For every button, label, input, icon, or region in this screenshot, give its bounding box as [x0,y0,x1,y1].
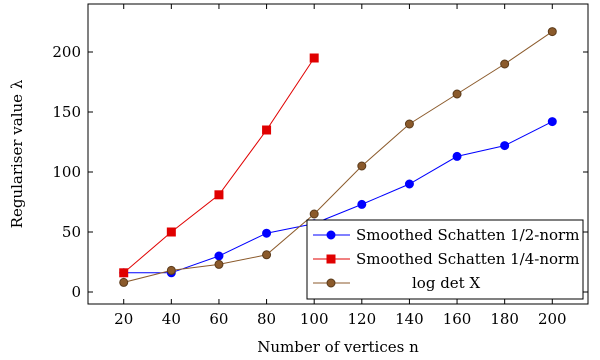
legend-box [306,219,584,300]
x-tick-label: 200 [538,310,567,328]
x-tick-label: 140 [395,310,424,328]
series-2 [119,53,319,278]
x-tick-label: 100 [300,310,329,328]
data-point [262,250,272,260]
y-tick-label: 150 [52,103,81,121]
data-point [500,59,510,69]
x-tick-label: 160 [443,310,472,328]
x-tick-label: 120 [347,310,376,328]
series-line [123,57,315,274]
data-point [357,161,367,171]
data-point [500,141,510,151]
legend-label-1: Smoothed Schatten 1/2-norm [356,226,579,244]
x-tick-label: 20 [114,310,133,328]
y-axis: 0 50 100 150 200 [52,43,588,301]
data-point [214,251,224,261]
data-point [119,268,129,278]
data-point [404,179,414,189]
legend-marker-2 [326,254,336,264]
y-tick-label: 0 [71,283,81,301]
x-tick-label: 60 [209,310,228,328]
y-axis-label: Regulariser value λ [8,79,26,228]
data-point [452,89,462,99]
data-point [166,227,176,237]
data-point [452,151,462,161]
legend: Smoothed Schatten 1/2-norm Smoothed Scha… [306,219,584,300]
legend-entry-3: log det X [313,274,480,292]
x-tick-label: 80 [257,310,276,328]
data-point [262,125,272,135]
legend-label-2: Smoothed Schatten 1/4-norm [356,250,579,268]
legend-label-3: log det X [412,274,480,292]
legend-entry-1: Smoothed Schatten 1/2-norm [313,226,579,244]
x-axis: 20 40 60 80 100 120 140 160 180 200 [114,4,567,328]
x-axis-label: Number of vertices n [257,338,419,356]
y-tick-label: 200 [52,43,81,61]
legend-marker-1 [326,230,336,240]
x-tick-label: 40 [162,310,181,328]
data-point [309,209,319,219]
data-point [119,277,129,287]
series-3 [119,27,557,287]
y-tick-label: 100 [52,163,81,181]
data-point [309,53,319,63]
y-tick-label: 50 [62,223,81,241]
legend-entry-2: Smoothed Schatten 1/4-norm [313,250,579,268]
data-point [547,27,557,37]
data-point [214,190,224,200]
data-point [547,117,557,127]
data-point [214,259,224,269]
data-point [404,119,414,129]
legend-marker-3 [326,278,336,288]
data-point [357,199,367,209]
x-tick-label: 180 [490,310,519,328]
data-point [262,228,272,238]
series-line [123,121,553,274]
series-line [123,31,553,283]
data-point [166,265,176,275]
plot-frame [87,3,589,305]
series-layer [119,27,557,287]
